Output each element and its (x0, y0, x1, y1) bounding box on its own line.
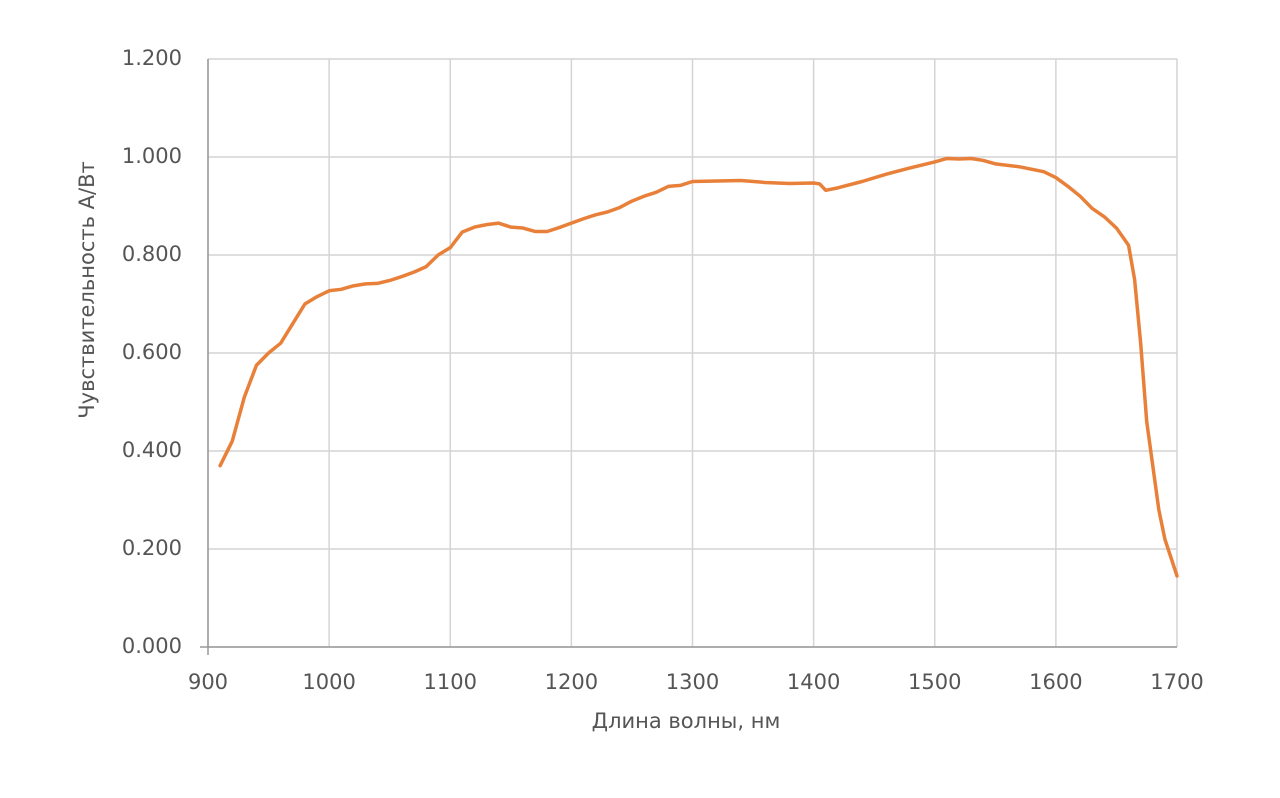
x-tick-label: 1300 (666, 670, 719, 694)
x-tick-label: 1700 (1150, 670, 1203, 694)
line (218, 156, 1179, 578)
x-tick-label: 1100 (424, 670, 477, 694)
x-tick-label: 1600 (1029, 670, 1082, 694)
y-tick-label: 0.800 (122, 242, 182, 266)
x-tick-label: 1500 (908, 670, 961, 694)
x-axis-label: Длина волны, нм (592, 709, 781, 733)
x-tick-label: 1000 (302, 670, 355, 694)
x-tick-label: 1400 (787, 670, 840, 694)
x-tick-label: 1200 (545, 670, 598, 694)
y-tick-label: 0.200 (122, 536, 182, 560)
y-tick-label: 1.200 (122, 46, 182, 70)
y-axis-label: Чувствительность А/Вт (75, 161, 99, 418)
x-tick-label: 900 (188, 670, 228, 694)
y-tick-label: 0.400 (122, 438, 182, 462)
y-tick-label: 0.600 (122, 340, 182, 364)
y-tick-label: 1.000 (122, 144, 182, 168)
y-tick-label: 0.000 (122, 634, 182, 658)
